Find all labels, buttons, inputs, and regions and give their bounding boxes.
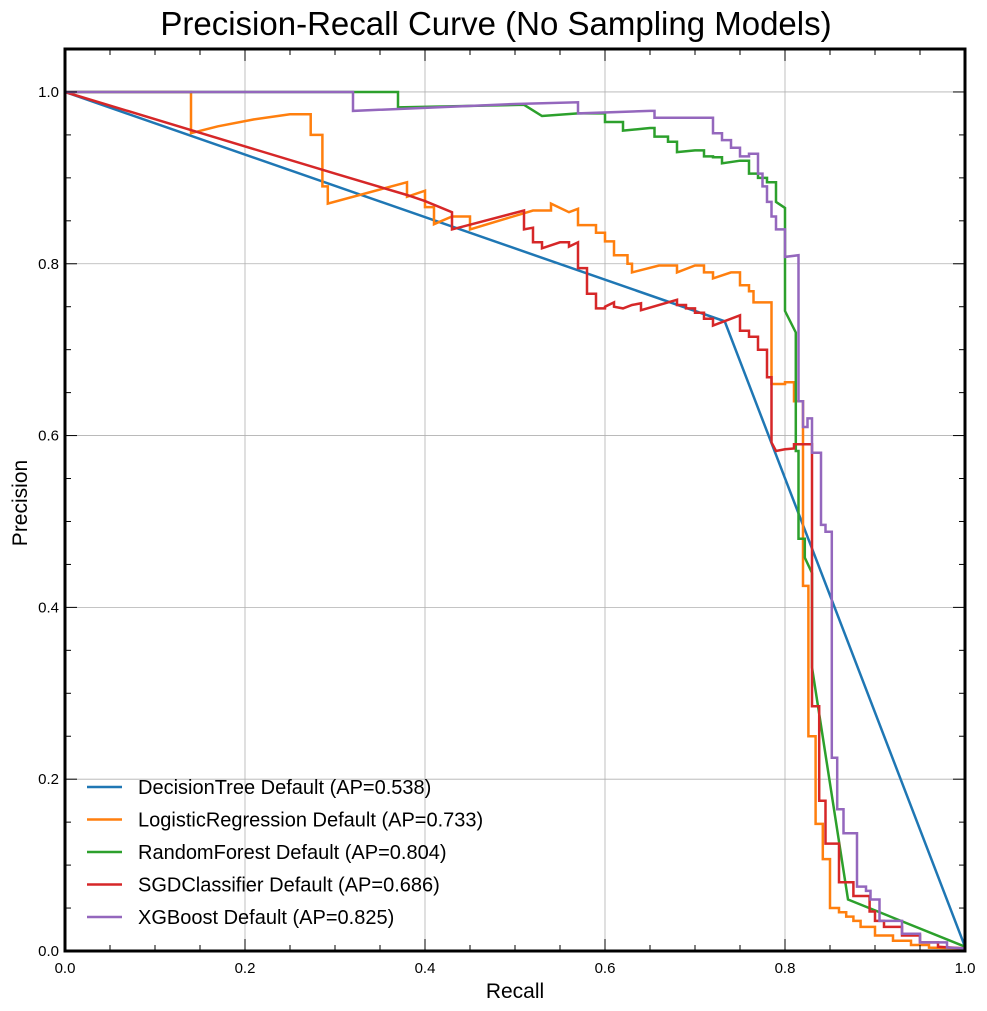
chart-title: Precision-Recall Curve (No Sampling Mode… (160, 5, 831, 42)
y-axis-label: Precision (9, 460, 32, 546)
x-tick-label: 0.8 (775, 960, 796, 977)
y-tick-label: 0.8 (38, 256, 59, 273)
legend-entry-label: RandomForest Default (AP=0.804) (138, 842, 447, 864)
x-tick-label: 0.2 (235, 960, 256, 977)
x-tick-label: 1.0 (955, 960, 976, 977)
series-lines (64, 90, 967, 950)
y-tick-label: 0.4 (38, 599, 59, 616)
y-tick-label: 0.6 (38, 428, 59, 445)
legend-entry-label: DecisionTree Default (AP=0.538) (138, 777, 431, 799)
axis-ticks: 0.0 0.2 0.4 0.6 0.8 1.0 0.0 0.2 0.4 0.6 0.8 1.0 (38, 49, 975, 977)
x-axis-label: Recall (486, 980, 544, 1003)
legend-entry-label: SGDClassifier Default (AP=0.686) (138, 875, 440, 897)
plot-frame (63, 47, 967, 953)
legend-entry-label: LogisticRegression Default (AP=0.733) (138, 810, 483, 832)
y-tick-label: 0.0 (38, 943, 59, 960)
x-tick-label: 0.4 (415, 960, 436, 977)
series-line-2 (65, 90, 966, 948)
x-tick-label: 0.6 (595, 960, 616, 977)
series-line-3 (64, 90, 966, 950)
series-line-4 (65, 90, 966, 950)
x-tick-label: 0.0 (55, 960, 76, 977)
y-tick-label: 1.0 (38, 84, 59, 101)
series-line-1 (65, 90, 966, 950)
legend: DecisionTree Default (AP=0.538) LogisticR… (87, 777, 483, 929)
legend-entry-label: XGBoost Default (AP=0.825) (138, 907, 394, 929)
y-tick-label: 0.2 (38, 771, 59, 788)
